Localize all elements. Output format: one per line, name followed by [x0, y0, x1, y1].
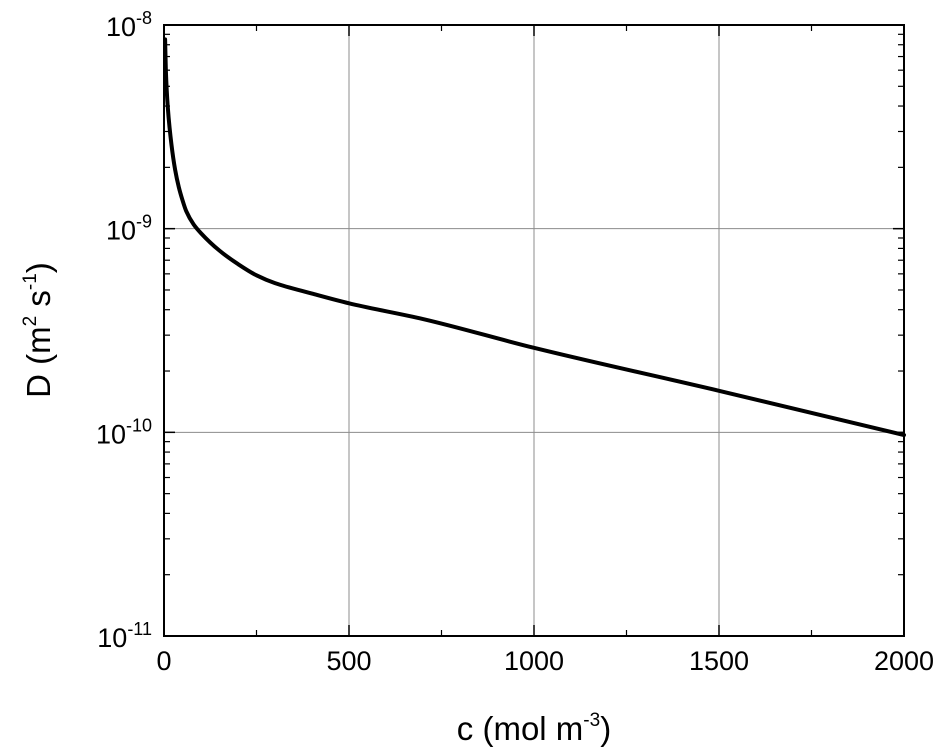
y-tick-label: 10-8: [106, 8, 152, 42]
x-tick-label: 500: [326, 646, 371, 676]
series-line: [163, 37, 906, 438]
x-tick-label: 0: [156, 646, 171, 676]
x-tick-label: 1500: [689, 646, 749, 676]
y-tick-label: 10-9: [106, 212, 152, 246]
series-group: [163, 37, 906, 438]
x-tick-label: 2000: [874, 646, 934, 676]
grid-lines: [164, 25, 904, 636]
x-axis-title: c (mol m-3): [457, 710, 611, 747]
plot-frame: [163, 24, 905, 637]
x-tick-label: 1000: [504, 646, 564, 676]
y-tick-label: 10-10: [96, 415, 152, 449]
y-axis-title: D (m2 s-1): [20, 262, 57, 398]
y-tick-labels: 10-8 10-9 10-10 10-11: [96, 8, 152, 653]
x-tick-labels: 0 500 1000 1500 2000: [156, 646, 934, 676]
y-tick-label: 10-11: [97, 619, 152, 653]
